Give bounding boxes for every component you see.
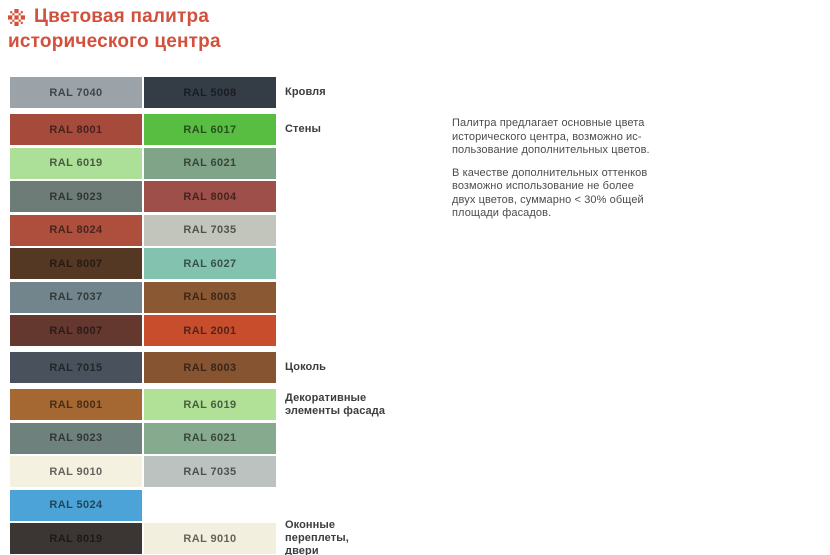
category-label: Кровля [285, 86, 326, 98]
ral-code-label: RAL 6019 [183, 398, 237, 411]
note-paragraph: В качестве дополнительных оттенков возмож… [452, 166, 648, 220]
color-swatch: RAL 8024 [10, 214, 142, 246]
ral-code-label: RAL 8003 [183, 291, 237, 303]
color-swatch: RAL 8007 [10, 248, 142, 279]
ornament-icon [8, 8, 25, 26]
category-label: Декоративные элементы фасада [285, 391, 386, 417]
ral-code-label: RAL 8001 [49, 123, 103, 136]
page-title-line2: исторического центра [8, 31, 221, 52]
category-label: Оконные переплеты, двери [285, 519, 349, 555]
color-swatch: RAL 5008 [144, 77, 276, 108]
palette-row: RAL 5024 [10, 489, 385, 521]
ral-code-label: RAL 8003 [183, 361, 237, 374]
color-swatch: RAL 8003 [144, 281, 276, 313]
ral-code-label: RAL 8024 [49, 224, 103, 236]
color-swatch: RAL 8004 [144, 181, 276, 212]
color-swatch: RAL 9023 [10, 422, 142, 454]
color-swatch: RAL 7015 [10, 352, 142, 383]
ral-code-label: RAL 5008 [183, 86, 237, 99]
palette-row: RAL 7037 RAL 8003 [10, 281, 385, 313]
ral-code-label: RAL 8007 [49, 324, 103, 337]
palette-row: RAL 9010 RAL 7035 [10, 456, 385, 487]
ral-code-label: RAL 7035 [183, 465, 237, 478]
color-swatch: RAL 2001 [144, 315, 276, 346]
color-swatch: RAL 8007 [10, 315, 142, 346]
color-swatch: RAL 6021 [144, 422, 276, 454]
page-title-line1: Цветовая палитра [34, 6, 210, 27]
ral-code-label: RAL 5024 [49, 499, 103, 511]
palette-row: RAL 6019 RAL 6021 [10, 147, 385, 179]
ral-code-label: RAL 9023 [49, 190, 103, 203]
color-swatch: RAL 8001 [10, 389, 142, 420]
palette-row: RAL 8019 RAL 9010 Оконные переплеты, двери [10, 519, 385, 555]
ral-code-label: RAL 7040 [49, 86, 103, 99]
palette-row: RAL 8001 RAL 6017 Стены [10, 114, 385, 145]
color-swatch: RAL 9023 [10, 181, 142, 212]
ral-code-label: RAL 6027 [183, 257, 237, 270]
color-swatch: RAL 6017 [144, 114, 276, 145]
palette-row: RAL 9023 RAL 6021 [10, 422, 385, 454]
ral-code-label: RAL 7035 [183, 224, 237, 236]
ral-code-label: RAL 6021 [183, 157, 237, 169]
color-swatch: RAL 6019 [10, 147, 142, 179]
ral-code-label: RAL 8019 [49, 532, 103, 545]
color-swatch: RAL 8001 [10, 114, 142, 145]
swatch-empty [144, 490, 276, 521]
color-swatch: RAL 7037 [10, 281, 142, 313]
color-swatch: RAL 7040 [10, 77, 142, 108]
notes: Палитра предлагает основные цвета историч… [452, 117, 692, 221]
color-swatch: RAL 7035 [144, 214, 276, 246]
palette-row: RAL 8001 RAL 6019 Декоративные элементы фас… [10, 389, 385, 420]
ral-code-label: RAL 9010 [49, 465, 103, 478]
palette-rows: RAL 7040 RAL 5008 Кровля RAL 8001 RAL 6017 Ст… [10, 77, 385, 555]
color-swatch: RAL 8019 [10, 523, 142, 554]
ral-code-label: RAL 7015 [49, 361, 103, 374]
palette-row: RAL 8007 RAL 6027 [10, 248, 385, 279]
ral-code-label: RAL 6017 [183, 123, 237, 136]
palette-row: RAL 8007 RAL 2001 [10, 315, 385, 346]
ral-code-label: RAL 9010 [183, 532, 237, 545]
page-header: Цветовая палитра исторического центра [8, 5, 221, 54]
ral-code-label: RAL 9023 [49, 432, 103, 444]
ral-code-label: RAL 8007 [49, 257, 103, 270]
color-swatch: RAL 6019 [144, 389, 276, 420]
color-swatch: RAL 6021 [144, 147, 276, 179]
color-swatch: RAL 5024 [10, 489, 142, 521]
palette-row: RAL 7040 RAL 5008 Кровля [10, 77, 385, 108]
ral-code-label: RAL 6019 [49, 157, 103, 169]
palette-row: RAL 8024 RAL 7035 [10, 214, 385, 246]
color-swatch: RAL 7035 [144, 456, 276, 487]
color-swatch: RAL 6027 [144, 248, 276, 279]
ral-code-label: RAL 8004 [183, 190, 237, 203]
ral-code-label: RAL 6021 [183, 432, 237, 444]
color-swatch: RAL 9010 [10, 456, 142, 487]
palette-row: RAL 7015 RAL 8003 Цоколь [10, 352, 385, 383]
color-swatch: RAL 9010 [144, 523, 276, 554]
category-label: Стены [285, 123, 321, 135]
note-paragraph: Палитра предлагает основные цвета историч… [452, 117, 650, 156]
color-swatch: RAL 8003 [144, 352, 276, 383]
ral-code-label: RAL 2001 [183, 324, 237, 337]
palette-row: RAL 9023 RAL 8004 [10, 181, 385, 212]
category-label: Цоколь [285, 361, 327, 373]
ral-code-label: RAL 8001 [49, 398, 103, 411]
ral-code-label: RAL 7037 [49, 291, 103, 303]
